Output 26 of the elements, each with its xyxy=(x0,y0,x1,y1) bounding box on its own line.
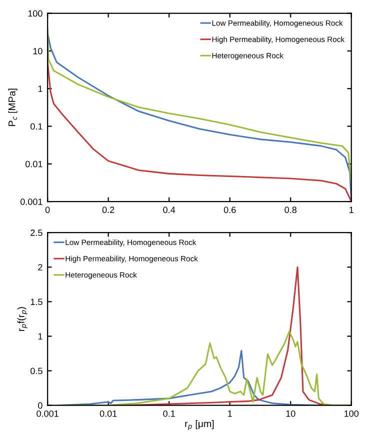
y-tick-label: 0.001 xyxy=(20,198,42,205)
x-tick-label: 10 xyxy=(286,410,296,417)
y-tick-label: 0.01 xyxy=(26,160,42,168)
y-axis-title: r$_{p}$f(r$_{p}$) xyxy=(17,307,28,331)
x-tick-label: 1 xyxy=(350,206,354,213)
y-tick-label: 1 xyxy=(38,333,42,340)
x-tick-label: 0.1 xyxy=(163,410,175,417)
x-tick-label: 0.6 xyxy=(224,206,236,214)
x-tick-label: 100 xyxy=(344,410,359,417)
x-tick-label: 0.2 xyxy=(102,206,114,214)
y-tick-label: 0 xyxy=(38,402,42,409)
y-tick-label: 0.5 xyxy=(30,368,42,374)
y-tick-label: 100 xyxy=(28,10,42,17)
y-axis-title: P$_{c}$ [MPa] xyxy=(8,88,18,126)
x-tick-label: 0.8 xyxy=(284,206,296,214)
x-tick-label: 0 xyxy=(45,206,50,214)
x-tick-label: 0.4 xyxy=(163,206,176,214)
y-tick-label: 2.5 xyxy=(30,230,42,236)
y-tick-label: 0.1 xyxy=(30,123,42,130)
y-tick-label: 1.5 xyxy=(30,298,42,306)
y-tick-label: 10 xyxy=(33,48,42,54)
x-axis-title: r$_{p}$ [μm] xyxy=(185,420,214,430)
x-tick-label: 1 xyxy=(228,410,232,417)
x-tick-label: 0.01 xyxy=(100,410,117,417)
y-tick-label: 2 xyxy=(38,264,42,270)
y-tick-label: 1 xyxy=(38,86,42,92)
